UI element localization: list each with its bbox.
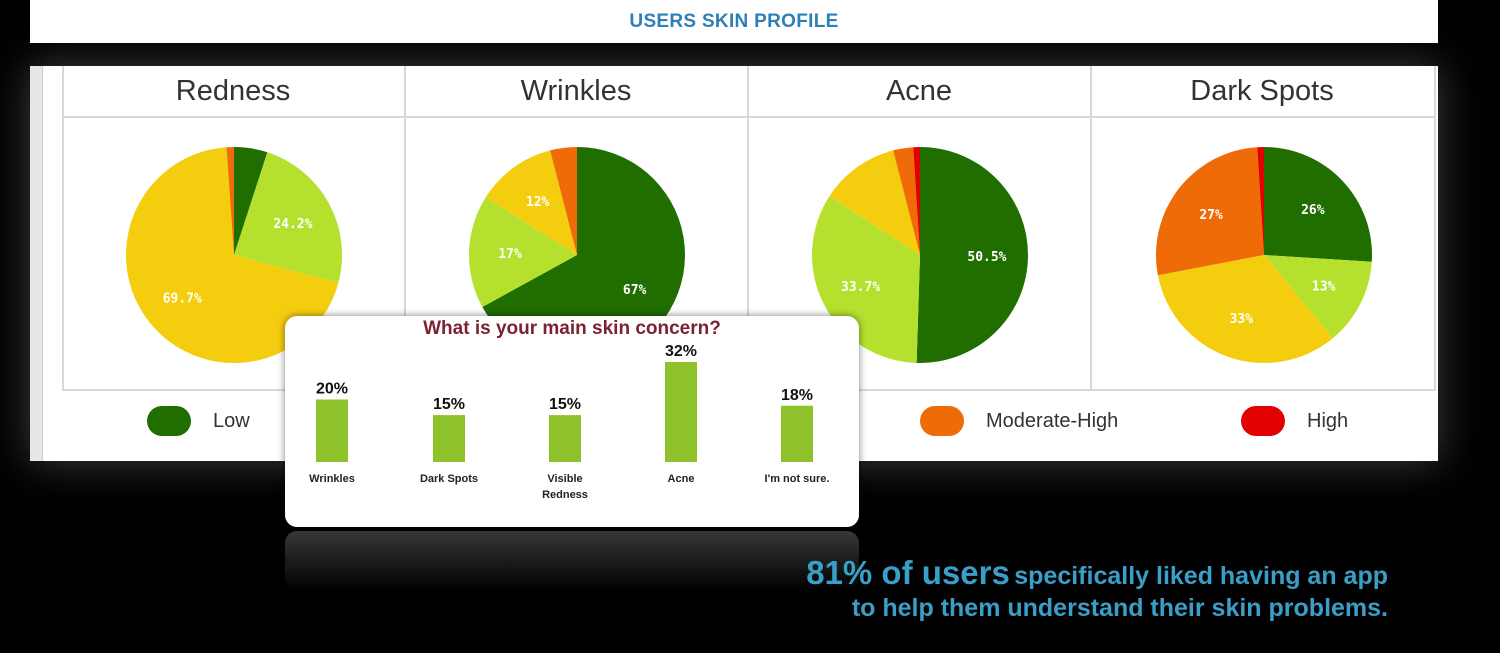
pie-slice-low xyxy=(234,147,268,255)
footer-line-2: to help them understand their skin probl… xyxy=(851,594,1388,622)
bar xyxy=(781,405,813,462)
legend-item-low: Low xyxy=(147,406,250,436)
pie-data-label: 67% xyxy=(623,283,647,298)
bar xyxy=(316,399,348,462)
legend-item-high: High xyxy=(1241,406,1348,436)
bar xyxy=(665,362,697,462)
grid-line xyxy=(404,66,406,391)
footer-statement: 81% of users specifically liked having a… xyxy=(806,554,1388,623)
pie-slice-low-moderate xyxy=(234,152,342,284)
bar-chart-skin-concern: 20% Wrinkles 15% Dark Spots 15% Visible Rednes… xyxy=(309,343,830,501)
pie-chart-dark-spots: 26% 13% 33% 27% xyxy=(1156,147,1372,363)
pie-data-label: 33.7% xyxy=(841,280,880,295)
pie-data-label: 12% xyxy=(526,195,550,210)
pie-slice-low xyxy=(482,147,685,363)
pie-slice-moderate xyxy=(126,147,339,363)
pie-slice-low xyxy=(916,147,1029,363)
pie-title-acne: Acne xyxy=(885,74,953,107)
bar-category-label: Wrinkles xyxy=(309,473,355,485)
bar-category-label: Dark Spots xyxy=(420,473,478,485)
skin-concern-card: What is your main skin concern? 20% Wrink… xyxy=(285,316,859,527)
pie-data-label: 27% xyxy=(1199,208,1223,223)
pie-data-label: 33% xyxy=(1230,312,1254,327)
bar xyxy=(549,415,581,462)
pie-chart-wrinkles: 67% 17% 12% xyxy=(469,147,685,363)
pie-slice-moderate xyxy=(485,150,577,255)
pie-data-label: 50.5% xyxy=(967,250,1006,265)
bar-category-label: Visible xyxy=(547,473,582,485)
pie-data-label: 24.2% xyxy=(273,217,312,232)
footer-highlight: 81% of users xyxy=(806,554,1010,591)
bar xyxy=(433,415,465,462)
legend-swatch-high xyxy=(1241,406,1285,436)
panel-scrollbar[interactable] xyxy=(30,66,43,461)
pie-title-redness: Redness xyxy=(175,74,291,107)
legend-swatch-low xyxy=(147,406,191,436)
pie-slice-moderate xyxy=(1157,255,1333,363)
footer-rest: specifically liked having an app xyxy=(1014,562,1388,590)
skin-profile-panel: Redness Wrinkles Acne Dark Spots Low Mod… xyxy=(30,66,1438,461)
pie-slice-low xyxy=(1264,147,1372,262)
pie-slice-moderate xyxy=(829,150,920,255)
pie-slice-low-moderate xyxy=(1264,255,1372,339)
bar-value-label: 32% xyxy=(665,343,697,360)
pie-data-label: 13% xyxy=(1312,279,1336,294)
page-title: USERS SKIN PROFILE xyxy=(629,10,839,32)
grid-line xyxy=(1090,66,1092,391)
legend-item-moderate-high: Moderate-High xyxy=(920,406,1118,436)
pie-title-wrinkles: Wrinkles xyxy=(520,74,632,107)
pie-slice-low-moderate xyxy=(469,197,577,308)
bar-chart-title: What is your main skin concern? xyxy=(423,318,721,339)
grid-line xyxy=(62,116,1436,118)
bar-value-label: 15% xyxy=(433,396,465,413)
pie-slice-moderate-high xyxy=(1156,147,1264,276)
reflection-content xyxy=(285,531,859,591)
legend-swatch-moderate-high xyxy=(920,406,964,436)
grid-line xyxy=(1434,66,1436,391)
pie-slice-moderate-high xyxy=(550,147,577,255)
pie-chart-redness: 24.2% 69.7% xyxy=(126,147,342,363)
card-reflection xyxy=(285,531,859,591)
pie-slice-high xyxy=(1257,147,1264,255)
pie-title-dark-spots: Dark Spots xyxy=(1190,74,1334,107)
bar-category-label: Acne xyxy=(668,473,695,485)
legend-label-high: High xyxy=(1307,409,1349,432)
grid-line xyxy=(62,66,64,391)
bar-value-label: 18% xyxy=(781,387,813,404)
bar-value-label: 15% xyxy=(549,396,581,413)
pie-data-label: 26% xyxy=(1301,203,1325,218)
title-bar: USERS SKIN PROFILE xyxy=(30,0,1438,43)
pie-data-label: 17% xyxy=(498,247,522,262)
legend-label-moderate-high: Moderate-High xyxy=(986,409,1119,432)
pie-slice-moderate-high xyxy=(226,147,234,255)
pie-data-label: 69.7% xyxy=(163,292,202,307)
pie-slice-moderate-high xyxy=(893,147,920,255)
bar-value-label: 20% xyxy=(316,381,348,398)
pie-slice-high xyxy=(913,147,920,255)
pie-grid: Redness Wrinkles Acne Dark Spots Low Mod… xyxy=(62,66,1436,461)
legend-label-low: Low xyxy=(213,409,250,432)
bar-category-label: Redness xyxy=(542,489,588,501)
bar-category-label: I'm not sure. xyxy=(765,473,830,485)
grid-line xyxy=(747,66,749,391)
footer-line-1: 81% of users specifically liked having a… xyxy=(806,554,1388,592)
